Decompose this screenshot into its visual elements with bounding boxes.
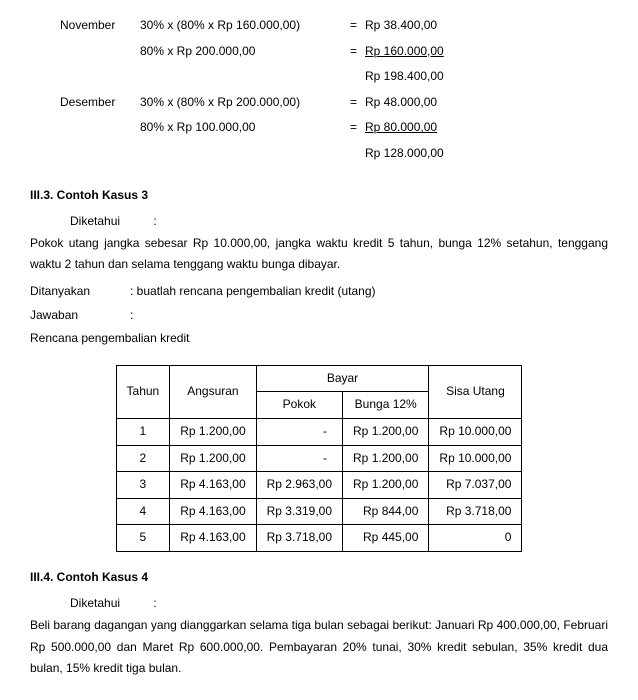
asked-text: : buatlah rencana pengembalian kredit (u… bbox=[130, 281, 608, 303]
calc-month bbox=[60, 41, 140, 63]
cell-bunga: Rp 1.200,00 bbox=[343, 445, 429, 472]
th-bayar: Bayar bbox=[256, 365, 429, 392]
table-row: 3Rp 4.163,00Rp 2.963,00Rp 1.200,00Rp 7.0… bbox=[116, 472, 522, 499]
calculation-block: November30% x (80% x Rp 160.000,00)=Rp 3… bbox=[60, 15, 608, 165]
cell-angsuran: Rp 1.200,00 bbox=[170, 445, 256, 472]
cell-tahun: 4 bbox=[116, 498, 170, 525]
calc-row: Desember30% x (80% x Rp 200.000,00)=Rp 4… bbox=[60, 92, 608, 114]
cell-tahun: 5 bbox=[116, 525, 170, 552]
cell-sisa: 0 bbox=[429, 525, 522, 552]
calc-formula: 80% x Rp 200.000,00 bbox=[140, 41, 350, 63]
cell-angsuran: Rp 1.200,00 bbox=[170, 418, 256, 445]
cell-pokok: Rp 3.319,00 bbox=[256, 498, 342, 525]
cell-pokok: Rp 2.963,00 bbox=[256, 472, 342, 499]
cell-bunga: Rp 1.200,00 bbox=[343, 472, 429, 499]
calc-result: Rp 48.000,00 bbox=[365, 92, 437, 114]
known-label: Diketahui bbox=[70, 214, 120, 228]
calc-result: Rp 80.000,00 bbox=[365, 117, 437, 139]
known4-label-row: Diketahui : bbox=[70, 593, 608, 615]
cell-sisa: Rp 10.000,00 bbox=[429, 418, 522, 445]
known4-colon: : bbox=[153, 596, 156, 610]
equals-sign: = bbox=[350, 15, 365, 37]
cell-sisa: Rp 3.718,00 bbox=[429, 498, 522, 525]
answer-row: Jawaban : bbox=[30, 305, 608, 327]
cell-bunga: Rp 445,00 bbox=[343, 525, 429, 552]
section4-title: III.4. Contoh Kasus 4 bbox=[30, 567, 608, 589]
calc-month: Desember bbox=[60, 92, 140, 114]
calc-formula: 30% x (80% x Rp 200.000,00) bbox=[140, 92, 350, 114]
th-tahun: Tahun bbox=[116, 365, 170, 418]
table-row: 1Rp 1.200,00-Rp 1.200,00Rp 10.000,00 bbox=[116, 418, 522, 445]
answer-colon: : bbox=[130, 305, 608, 327]
table-row: 4Rp 4.163,00Rp 3.319,00Rp 844,00Rp 3.718… bbox=[116, 498, 522, 525]
known-colon: : bbox=[153, 214, 156, 228]
section3-desc: Pokok utang jangka sebesar Rp 10.000,00,… bbox=[30, 233, 608, 276]
cell-sisa: Rp 10.000,00 bbox=[429, 445, 522, 472]
repayment-table: Tahun Angsuran Bayar Sisa Utang Pokok Bu… bbox=[116, 365, 523, 552]
cell-bunga: Rp 844,00 bbox=[343, 498, 429, 525]
cell-tahun: 3 bbox=[116, 472, 170, 499]
th-angsuran: Angsuran bbox=[170, 365, 256, 418]
th-sisa: Sisa Utang bbox=[429, 365, 522, 418]
cell-angsuran: Rp 4.163,00 bbox=[170, 525, 256, 552]
cell-tahun: 1 bbox=[116, 418, 170, 445]
calc-month bbox=[60, 117, 140, 139]
calc-formula: 80% x Rp 100.000,00 bbox=[140, 117, 350, 139]
section3-title: III.3. Contoh Kasus 3 bbox=[30, 185, 608, 207]
section4-desc: Beli barang dagangan yang dianggarkan se… bbox=[30, 615, 608, 680]
calc-row: November30% x (80% x Rp 160.000,00)=Rp 3… bbox=[60, 15, 608, 37]
equals-sign: = bbox=[350, 117, 365, 139]
th-bunga: Bunga 12% bbox=[343, 392, 429, 419]
th-pokok: Pokok bbox=[256, 392, 342, 419]
calc-month: November bbox=[60, 15, 140, 37]
calc-sum: Rp 198.400,00 bbox=[365, 66, 608, 88]
equals-sign: = bbox=[350, 92, 365, 114]
calc-row: 80% x Rp 100.000,00=Rp 80.000,00 bbox=[60, 117, 608, 139]
calc-formula: 30% x (80% x Rp 160.000,00) bbox=[140, 15, 350, 37]
cell-angsuran: Rp 4.163,00 bbox=[170, 498, 256, 525]
table-row: 5Rp 4.163,00Rp 3.718,00Rp 445,000 bbox=[116, 525, 522, 552]
equals-sign: = bbox=[350, 41, 365, 63]
known-label-row: Diketahui : bbox=[70, 211, 608, 233]
cell-angsuran: Rp 4.163,00 bbox=[170, 472, 256, 499]
known4-label: Diketahui bbox=[70, 596, 120, 610]
asked-row: Ditanyakan : buatlah rencana pengembalia… bbox=[30, 281, 608, 303]
calc-row: 80% x Rp 200.000,00=Rp 160.000,00 bbox=[60, 41, 608, 63]
cell-sisa: Rp 7.037,00 bbox=[429, 472, 522, 499]
cell-tahun: 2 bbox=[116, 445, 170, 472]
cell-pokok: - bbox=[256, 445, 342, 472]
cell-bunga: Rp 1.200,00 bbox=[343, 418, 429, 445]
asked-label: Ditanyakan bbox=[30, 281, 130, 303]
plan-text: Rencana pengembalian kredit bbox=[30, 328, 608, 350]
calc-result: Rp 160.000,00 bbox=[365, 41, 444, 63]
cell-pokok: - bbox=[256, 418, 342, 445]
calc-result: Rp 38.400,00 bbox=[365, 15, 437, 37]
calc-sum: Rp 128.000,00 bbox=[365, 143, 608, 165]
table-row: 2Rp 1.200,00-Rp 1.200,00Rp 10.000,00 bbox=[116, 445, 522, 472]
cell-pokok: Rp 3.718,00 bbox=[256, 525, 342, 552]
answer-label: Jawaban bbox=[30, 305, 130, 327]
